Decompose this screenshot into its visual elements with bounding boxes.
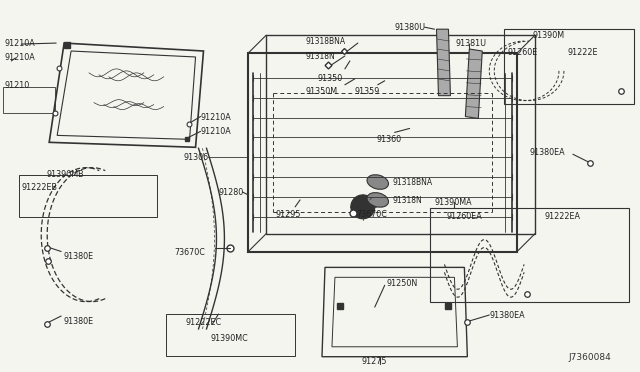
Text: 91350M: 91350M xyxy=(305,87,337,96)
Bar xyxy=(3,87,55,113)
Text: 91260EA: 91260EA xyxy=(447,212,482,221)
Text: 91280: 91280 xyxy=(218,188,244,197)
Text: 91318BNA: 91318BNA xyxy=(305,37,345,46)
Text: 91360: 91360 xyxy=(377,135,402,144)
Text: 91210A: 91210A xyxy=(4,53,35,62)
Text: 91318N: 91318N xyxy=(305,52,335,61)
Circle shape xyxy=(351,195,375,219)
Text: 91381U: 91381U xyxy=(456,39,486,48)
Text: 91380E: 91380E xyxy=(63,317,93,326)
Bar xyxy=(504,29,634,104)
Text: 73670C: 73670C xyxy=(357,210,388,219)
Text: 91222EA: 91222EA xyxy=(544,212,580,221)
Text: 91390M: 91390M xyxy=(532,31,564,40)
Text: 91318BNA: 91318BNA xyxy=(393,178,433,187)
Polygon shape xyxy=(465,49,483,119)
Text: 91210A: 91210A xyxy=(4,39,35,48)
Text: 91275: 91275 xyxy=(362,357,387,366)
Text: 91380E: 91380E xyxy=(63,253,93,262)
Text: 91260E: 91260E xyxy=(507,48,538,57)
Text: 91350: 91350 xyxy=(317,74,342,83)
Text: 73670C: 73670C xyxy=(175,247,205,257)
Text: 91318N: 91318N xyxy=(393,196,422,205)
Text: 91380U: 91380U xyxy=(395,23,426,32)
Ellipse shape xyxy=(367,175,388,189)
Text: 91250N: 91250N xyxy=(387,279,418,288)
Bar xyxy=(166,314,295,356)
Text: 91222EB: 91222EB xyxy=(21,183,58,192)
Text: 91380EA: 91380EA xyxy=(489,311,525,320)
Text: 91390MB: 91390MB xyxy=(46,170,84,179)
Text: 91222EC: 91222EC xyxy=(186,318,221,327)
Text: 91222E: 91222E xyxy=(568,48,598,57)
Polygon shape xyxy=(436,29,451,96)
Bar xyxy=(248,53,517,251)
Text: 91359: 91359 xyxy=(355,87,380,96)
Ellipse shape xyxy=(367,193,388,207)
Text: 91390MA: 91390MA xyxy=(435,198,472,207)
Bar xyxy=(266,35,535,234)
Text: 91306: 91306 xyxy=(184,153,209,162)
Bar xyxy=(19,175,157,217)
Text: 91210: 91210 xyxy=(4,81,29,90)
Text: 91210A: 91210A xyxy=(200,113,231,122)
Text: 91295: 91295 xyxy=(275,210,301,219)
Bar xyxy=(429,208,628,302)
Text: 91380EA: 91380EA xyxy=(529,148,564,157)
Text: 91210A: 91210A xyxy=(200,128,231,137)
Text: 91390MC: 91390MC xyxy=(211,334,248,343)
Text: J7360084: J7360084 xyxy=(569,353,612,362)
